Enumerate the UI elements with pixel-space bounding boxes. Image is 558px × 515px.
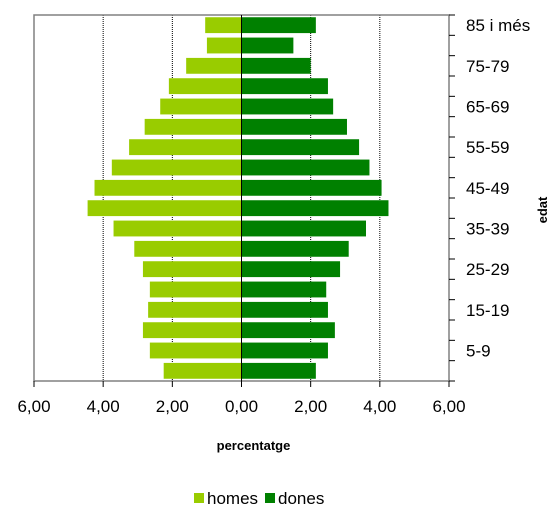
y-tick-label: 65-69 — [466, 98, 509, 117]
bar-dones — [241, 362, 316, 379]
bar-dones — [241, 240, 349, 257]
legend-label-dones: dones — [278, 489, 324, 508]
bar-homes — [206, 37, 242, 54]
y-tick-label: 75-79 — [466, 57, 509, 76]
y-tick-label: 25-29 — [466, 260, 509, 279]
bar-dones — [241, 57, 311, 74]
bar-homes — [142, 261, 242, 278]
bar-homes — [168, 78, 242, 95]
x-tick-label: 6,00 — [432, 397, 465, 416]
bar-homes — [113, 220, 242, 237]
legend-swatch-homes — [194, 493, 204, 503]
bar-dones — [241, 159, 370, 176]
bar-homes — [149, 281, 242, 298]
y-tick-label: 55-59 — [466, 138, 509, 157]
y-axis-title: edat — [535, 196, 550, 223]
bar-homes — [94, 179, 242, 196]
y-tick-label: 15-19 — [466, 301, 509, 320]
bar-dones — [241, 342, 328, 359]
bar-homes — [148, 301, 242, 318]
legend-label-homes: homes — [207, 489, 258, 508]
x-tick-label: 2,00 — [294, 397, 327, 416]
bar-dones — [241, 118, 347, 135]
bar-homes — [142, 322, 242, 339]
bar-dones — [241, 37, 294, 54]
bar-dones — [241, 281, 327, 298]
bar-dones — [241, 261, 341, 278]
bar-dones — [241, 322, 335, 339]
bar-homes — [87, 200, 242, 217]
bar-homes — [186, 57, 242, 74]
bars — [87, 17, 389, 379]
bar-homes — [163, 362, 242, 379]
bar-homes — [160, 98, 242, 115]
bar-dones — [241, 301, 328, 318]
bar-homes — [129, 139, 242, 156]
bar-homes — [134, 240, 242, 257]
x-axis-title: percentatge — [217, 438, 291, 453]
bar-homes — [149, 342, 242, 359]
x-tick-label: 4,00 — [363, 397, 396, 416]
x-tick-label: 0,00 — [225, 397, 258, 416]
x-tick-label: 4,00 — [87, 397, 120, 416]
bar-dones — [241, 17, 316, 34]
y-tick-label: 45-49 — [466, 179, 509, 198]
bar-homes — [111, 159, 242, 176]
bar-dones — [241, 78, 328, 95]
bar-dones — [241, 98, 334, 115]
gridlines — [102, 15, 381, 381]
bar-homes — [144, 118, 242, 135]
y-tick-label: 35-39 — [466, 220, 509, 239]
legend-swatch-dones — [265, 493, 275, 503]
legend: homes dones — [194, 489, 324, 508]
bar-dones — [241, 179, 382, 196]
bar-dones — [241, 200, 389, 217]
y-tick-label: 5-9 — [466, 342, 491, 361]
bar-dones — [241, 220, 366, 237]
y-tick-label: 85 i més — [466, 16, 530, 35]
x-tick-label: 6,00 — [17, 397, 50, 416]
bar-dones — [241, 139, 360, 156]
bar-homes — [205, 17, 242, 34]
axes: 6,00 4,00 2,00 0,00 2,00 4,00 6,00 5-9 15-19 25-2… — [17, 14, 530, 416]
x-tick-label: 2,00 — [156, 397, 189, 416]
